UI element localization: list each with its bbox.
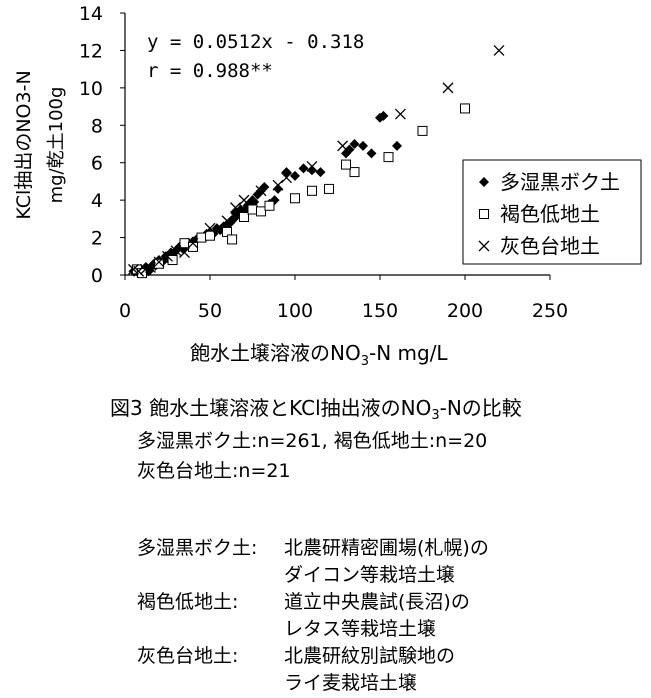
x-tick-label: 150: [362, 300, 398, 322]
gray-upland-point: [162, 250, 173, 262]
gray-upland-point: [394, 108, 406, 120]
y-axis-title-line1: KCl抽出のNO3-N: [13, 70, 35, 219]
gray-upland-point: [153, 256, 165, 268]
brown-lowland-point: [460, 103, 470, 114]
andosol-point: [366, 148, 377, 159]
brown-lowland-point: [239, 211, 249, 222]
andosol-point: [281, 167, 292, 178]
source-andosol-label: 多湿黒ボク土:: [137, 537, 258, 559]
y-tick-label: 8: [91, 115, 103, 137]
x-axis-title: 飽水土壌溶液のNO3-N mg/L: [190, 341, 448, 369]
andosol-point: [315, 167, 326, 178]
legend: 多湿黒ボク土 褐色低地土 灰色台地土: [462, 159, 642, 265]
x-tick-label: 100: [277, 300, 313, 322]
legend-marker-andosol: [479, 177, 489, 187]
y-tick-label: 6: [91, 153, 103, 175]
regression-equation: y = 0.0512x - 0.318: [147, 31, 364, 53]
y-tick-label: 4: [91, 190, 103, 212]
x-tick-label: 50: [198, 300, 222, 322]
brown-lowland-point: [383, 152, 394, 163]
gray-upland-point: [255, 185, 267, 197]
source-gray-upland-label: 灰色台地土:: [137, 645, 239, 667]
brown-lowland-point: [196, 232, 207, 243]
gray-upland-point: [230, 202, 241, 214]
brown-lowland-point: [247, 204, 258, 215]
source-brown-lowland-label: 褐色低地土:: [137, 591, 239, 613]
andosol-point: [378, 110, 389, 121]
brown-lowland-point: [167, 255, 178, 266]
gray-upland-point: [281, 172, 292, 184]
gray-upland-point: [221, 215, 233, 227]
y-tick-label: 14: [79, 3, 103, 25]
legend-markers: [478, 177, 490, 252]
brown-lowland-point: [264, 200, 275, 211]
brown-lowland-point: [227, 234, 238, 245]
brown-lowland-point: [324, 183, 334, 194]
source-gray-upland-line2: ライ麦栽培土壌: [284, 672, 418, 694]
brown-lowland-point: [349, 167, 360, 178]
gray-upland-point: [179, 247, 190, 259]
gray-upland-point: [442, 82, 454, 94]
y-tick-label: 2: [91, 228, 103, 250]
legend-box: [462, 159, 642, 265]
gray-upland-point: [187, 237, 199, 249]
x-tick-label: 0: [119, 300, 131, 322]
gray-upland-point: [170, 245, 182, 257]
y-tick-label: 12: [79, 40, 103, 62]
sample-count-line2: 灰色台地土:n=21: [137, 460, 291, 482]
scatter-chart: 0 50 100 150 200 250 0 2 4 6 8 10 12 14 y = 0.0512x …: [13, 3, 642, 369]
andosol-point: [344, 144, 355, 155]
gray-upland-point: [337, 140, 349, 152]
brown-lowland-point: [154, 258, 164, 269]
andosol-point: [298, 163, 309, 174]
legend-label-gray-upland: 灰色台地土: [500, 234, 600, 258]
x-tick-label: 250: [532, 300, 568, 322]
brown-lowland-point: [341, 159, 351, 170]
brown-lowland-point: [179, 238, 190, 249]
brown-lowland-point: [417, 125, 428, 136]
legend-marker-brown-lowland: [479, 209, 489, 219]
andosol-point: [273, 183, 283, 194]
y-axis-title: KCl抽出のNO3-N mg/乾土100g: [13, 70, 67, 219]
gray-upland-point: [204, 222, 216, 234]
gray-upland-point: [238, 194, 250, 206]
legend-label-brown-lowland: 褐色低地土: [500, 202, 600, 226]
source-andosol-line1: 北農研精密圃場(札幌)の: [284, 537, 489, 559]
andosol-point: [307, 165, 317, 176]
y-tick-label: 10: [79, 78, 103, 100]
source-brown-lowland-line1: 道立中央農試(長沼)の: [284, 591, 470, 613]
brown-lowland-point: [222, 226, 232, 237]
gray-upland-point: [272, 179, 284, 191]
y-axis-title-line2: mg/乾土100g: [46, 87, 67, 204]
gray-upland-point: [493, 44, 505, 56]
brown-lowland-point: [205, 230, 215, 241]
andosol-point: [290, 170, 300, 181]
legend-label-andosol: 多湿黒ボク土: [500, 170, 620, 194]
gray-upland-point: [133, 265, 145, 277]
sample-count-line1: 多湿黒ボク土:n=261, 褐色低地土:n=20: [137, 430, 488, 452]
figure-caption-title: 図3 飽水土壌溶液とKCl抽出液のNO3-Nの比較: [110, 396, 522, 423]
x-axis-ticks: 0 50 100 150 200 250: [119, 275, 568, 322]
y-tick-label: 0: [91, 265, 103, 287]
correlation-coefficient: r = 0.988**: [147, 60, 273, 82]
plot-frame: [124, 13, 550, 276]
data-markers: [128, 44, 505, 279]
andosol-point: [349, 139, 360, 149]
y-axis-ticks: 0 2 4 6 8 10 12 14: [79, 3, 125, 287]
x-tick-label: 200: [447, 300, 483, 322]
source-brown-lowland-line2: レタス等栽培土壌: [284, 618, 437, 640]
legend-marker-gray-upland: [478, 240, 490, 252]
brown-lowland-point: [290, 193, 300, 204]
andosol-point: [392, 140, 402, 151]
brown-lowland-point: [256, 206, 266, 217]
gray-upland-point: [306, 160, 318, 172]
source-andosol-line2: ダイコン等栽培土壌: [284, 564, 456, 586]
gray-upland-point: [145, 262, 156, 273]
source-gray-upland-line1: 北農研紋別試験地の: [284, 645, 456, 667]
brown-lowland-point: [307, 185, 317, 196]
andosol-point: [358, 140, 368, 151]
